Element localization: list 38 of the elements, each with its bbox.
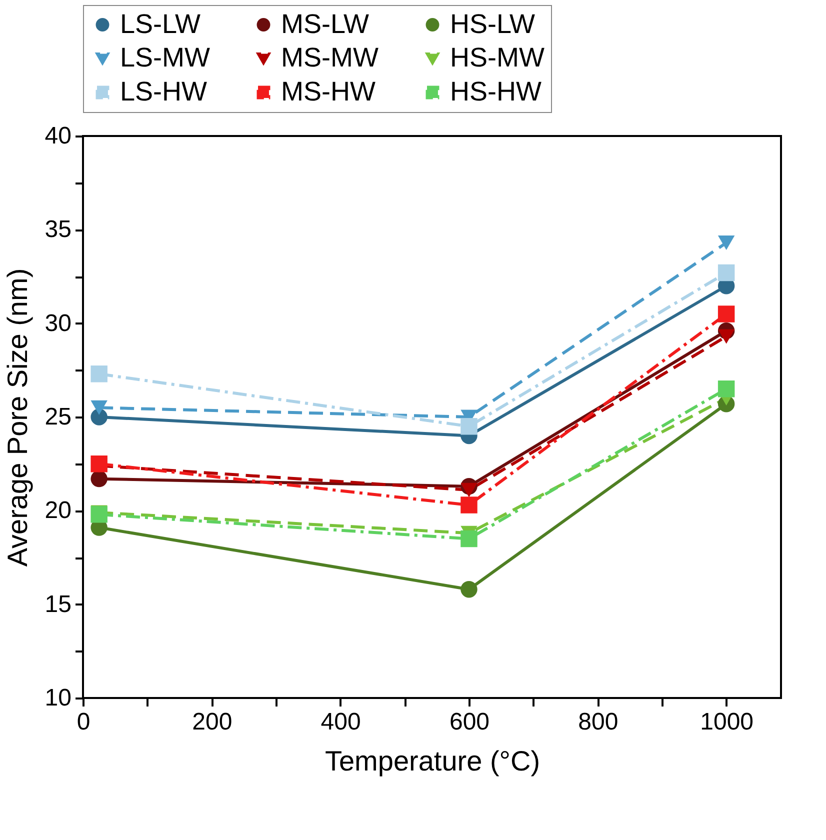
point xyxy=(90,408,108,426)
y-tick-label: 20 xyxy=(44,497,72,524)
legend-label: HS-HW xyxy=(450,76,542,106)
x-tick-label: 800 xyxy=(578,708,618,736)
point xyxy=(90,455,108,472)
x-tick-label: 1000 xyxy=(700,708,754,736)
legend-label: MS-LW xyxy=(281,8,370,39)
point xyxy=(90,366,108,382)
legend-label: HS-MW xyxy=(450,42,545,72)
legend-label: LS-MW xyxy=(120,42,211,72)
point xyxy=(718,380,735,398)
x-axis-title: Temperature (°C) xyxy=(324,746,540,776)
legend-label: HS-LW xyxy=(450,8,536,39)
x-tick-label: 600 xyxy=(449,708,490,736)
point xyxy=(460,496,478,514)
y-tick-label: 30 xyxy=(44,310,72,337)
point xyxy=(90,506,108,523)
point xyxy=(90,400,108,415)
legend-label: MS-HW xyxy=(281,76,376,106)
y-tick-label: 25 xyxy=(44,404,72,430)
point xyxy=(90,470,108,488)
y-axis-title: Average Pore Size (nm) xyxy=(2,268,33,567)
point xyxy=(718,264,735,282)
x-tick-label: 400 xyxy=(320,708,361,736)
y-tick-label: 35 xyxy=(44,216,72,244)
y-tick-label: 40 xyxy=(44,122,72,150)
x-tick-label: 0 xyxy=(76,708,90,736)
x-tick-label: 200 xyxy=(192,708,232,736)
point xyxy=(460,530,478,548)
y-tick-label: 10 xyxy=(44,684,72,712)
legend-label: LS-LW xyxy=(120,8,202,39)
point xyxy=(718,306,735,322)
legend-label: MS-MW xyxy=(281,42,379,72)
point xyxy=(460,580,478,598)
point xyxy=(460,418,478,435)
y-tick-label: 15 xyxy=(44,590,72,618)
legend-label: LS-HW xyxy=(120,76,208,106)
point xyxy=(718,236,735,250)
